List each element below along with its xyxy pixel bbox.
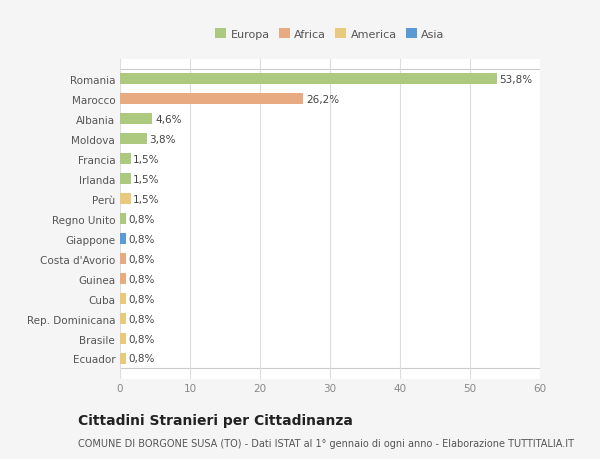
Bar (120, 174, 131, 185)
Bar (120, 234, 125, 245)
Bar (120, 293, 125, 304)
Text: 1,5%: 1,5% (133, 194, 160, 204)
Bar (120, 313, 125, 325)
Text: 0,8%: 0,8% (128, 254, 155, 264)
Text: 0,8%: 0,8% (128, 314, 155, 324)
Text: 1,5%: 1,5% (133, 154, 160, 164)
Text: 0,8%: 0,8% (128, 294, 155, 304)
Bar (120, 253, 125, 264)
Bar (120, 353, 125, 364)
Text: COMUNE DI BORGONE SUSA (TO) - Dati ISTAT al 1° gennaio di ogni anno - Elaborazio: COMUNE DI BORGONE SUSA (TO) - Dati ISTAT… (78, 438, 574, 448)
Text: 0,8%: 0,8% (128, 274, 155, 284)
Text: 3,8%: 3,8% (149, 134, 176, 145)
Text: 1,5%: 1,5% (133, 174, 160, 185)
Text: 0,8%: 0,8% (128, 214, 155, 224)
Bar (120, 194, 131, 205)
Legend: Europa, Africa, America, Asia: Europa, Africa, America, Asia (213, 27, 447, 42)
Bar (120, 333, 125, 344)
Text: 0,8%: 0,8% (128, 334, 155, 344)
Bar (120, 154, 131, 165)
Bar (120, 274, 125, 285)
Text: 26,2%: 26,2% (306, 95, 340, 105)
Text: 0,8%: 0,8% (128, 234, 155, 244)
Bar (120, 214, 125, 224)
Text: Cittadini Stranieri per Cittadinanza: Cittadini Stranieri per Cittadinanza (78, 414, 353, 428)
Bar (120, 74, 497, 85)
Text: 0,8%: 0,8% (128, 354, 155, 364)
Bar (120, 94, 304, 105)
Text: 53,8%: 53,8% (499, 75, 533, 84)
Bar (120, 114, 152, 125)
Bar (120, 134, 146, 145)
Text: 4,6%: 4,6% (155, 115, 182, 124)
